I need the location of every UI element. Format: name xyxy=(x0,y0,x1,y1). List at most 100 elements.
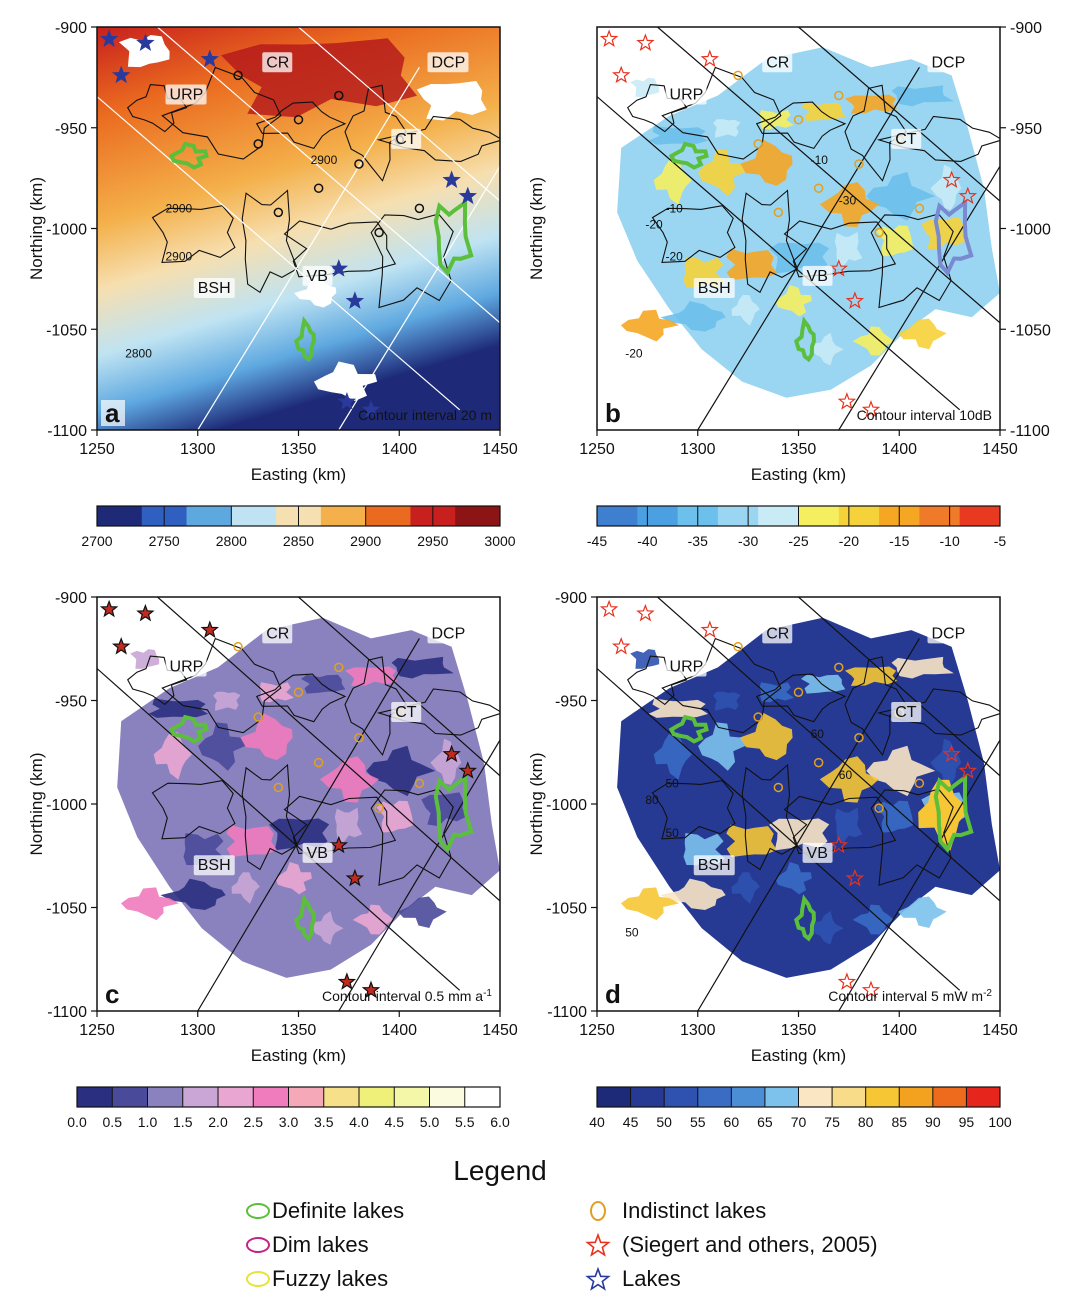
x-tick-label: 1350 xyxy=(781,1022,817,1039)
value-patch xyxy=(731,295,760,326)
colorbar-segment xyxy=(464,1087,501,1107)
region-label-ct: CT xyxy=(895,704,917,721)
map-label-box xyxy=(165,84,207,105)
value-patch xyxy=(769,242,830,274)
no-data-region xyxy=(118,35,170,68)
legend-item-label: Indistinct lakes xyxy=(622,1198,766,1223)
legend-ellipse-icon xyxy=(246,1237,270,1253)
colorbar-segment xyxy=(798,506,840,526)
grid-line xyxy=(157,27,500,324)
colorbar-tick-label: -30 xyxy=(738,533,758,549)
indistinct-lake xyxy=(334,662,344,673)
colorbar-tick-label: 3.0 xyxy=(279,1114,299,1130)
colorbar-tick-label: -5 xyxy=(994,533,1007,549)
star-marker xyxy=(611,637,631,655)
value-patch xyxy=(311,911,344,945)
colorbar-segment xyxy=(838,506,880,526)
star-marker xyxy=(337,972,357,990)
grid-line xyxy=(597,667,961,991)
star-marker xyxy=(861,980,881,999)
x-tick-label: 1300 xyxy=(180,1022,216,1039)
star-marker xyxy=(837,972,857,990)
value-patch xyxy=(775,862,812,895)
contour-line xyxy=(661,637,782,734)
definite-lake xyxy=(433,198,474,277)
contour-value-label: -10 xyxy=(811,153,829,167)
region-label-dcp: DCP xyxy=(931,54,965,71)
contour-line xyxy=(844,656,907,757)
region-label-vb: VB xyxy=(307,845,328,862)
map-label-box xyxy=(891,702,922,723)
grid-line xyxy=(197,638,420,1011)
contour-line xyxy=(161,637,282,734)
colorbar-tick-label: 2900 xyxy=(350,533,381,549)
map-label-box xyxy=(193,277,235,298)
value-patch xyxy=(811,911,844,945)
star-marker xyxy=(329,259,349,277)
indistinct-lake xyxy=(273,207,284,218)
colorbar-segment xyxy=(97,506,143,526)
star-marker xyxy=(111,65,131,84)
colorbar-segment xyxy=(112,1087,148,1107)
contour-line xyxy=(651,205,736,263)
grid-line xyxy=(697,66,920,430)
value-patch xyxy=(660,878,726,910)
value-patch xyxy=(852,904,894,935)
map-label-box xyxy=(262,623,293,644)
colorbar-segment xyxy=(966,1087,1001,1107)
map-area: CR DCP URP CT BSH VB 2900 2900 2900 2800 Contour i… xyxy=(97,27,500,430)
map-label-box xyxy=(891,128,922,149)
colorbar-tick-label: -45 xyxy=(587,533,607,549)
contour-value-label: 2900 xyxy=(166,201,193,215)
value-patch xyxy=(731,872,760,904)
map-label-box xyxy=(802,842,833,863)
legend-item-label: Lakes xyxy=(622,1266,681,1291)
value-patch xyxy=(198,722,246,771)
value-patch xyxy=(801,102,846,121)
indistinct-lake xyxy=(834,90,844,101)
colorbar-tick-label: 50 xyxy=(656,1114,672,1130)
contour-value-label: -10 xyxy=(666,201,684,215)
map-area: CR DCP URP CT BSH VB Contour interval 0.5 mm a… xyxy=(97,597,500,1011)
map-label-box xyxy=(302,842,333,863)
colorbar-tick-label: -20 xyxy=(839,533,859,549)
region-label-dcp: DCP xyxy=(431,54,465,71)
region-label-urp: URP xyxy=(170,659,204,676)
contour-line xyxy=(783,795,897,855)
star-marker xyxy=(958,761,978,779)
star-marker xyxy=(829,835,849,854)
x-tick-label: 1300 xyxy=(180,441,216,458)
y-tick-label: -1050 xyxy=(1010,322,1051,339)
map-label-box xyxy=(927,52,969,73)
colorbar-tick-label: 3.5 xyxy=(314,1114,334,1130)
colorbar-segment xyxy=(764,1087,799,1107)
legend-ellipse-icon xyxy=(246,1271,270,1287)
star-marker xyxy=(99,29,119,47)
legend-star-icon xyxy=(585,1266,611,1291)
star-marker xyxy=(442,744,461,763)
colorbar-segment xyxy=(182,1087,219,1107)
region-label-cr: CR xyxy=(766,625,789,642)
y-tick-label: -1000 xyxy=(46,222,87,239)
x-tick-label: 1250 xyxy=(79,1022,115,1039)
value-patch xyxy=(801,674,846,694)
value-patch xyxy=(844,666,898,686)
legend-item-label: Fuzzy lakes xyxy=(272,1266,388,1291)
contour-line xyxy=(283,795,397,855)
no-data-region xyxy=(313,361,378,401)
grid-line xyxy=(657,597,1000,902)
grid-line xyxy=(338,165,500,430)
definite-lake xyxy=(433,773,474,854)
y-tick-label: -1000 xyxy=(46,797,87,814)
y-tick-label: -1000 xyxy=(546,797,587,814)
colorbar-segment xyxy=(365,506,411,526)
panel-letter-box xyxy=(101,981,125,1007)
colorbar-tick-label: 2.0 xyxy=(208,1114,228,1130)
contour-interval-unit-power: -1 xyxy=(483,988,492,999)
colorbar-tick-label: 0.0 xyxy=(67,1114,87,1130)
value-patch xyxy=(834,807,863,843)
star-marker xyxy=(200,49,220,68)
definite-lake xyxy=(933,198,974,277)
definite-lake xyxy=(794,316,816,363)
